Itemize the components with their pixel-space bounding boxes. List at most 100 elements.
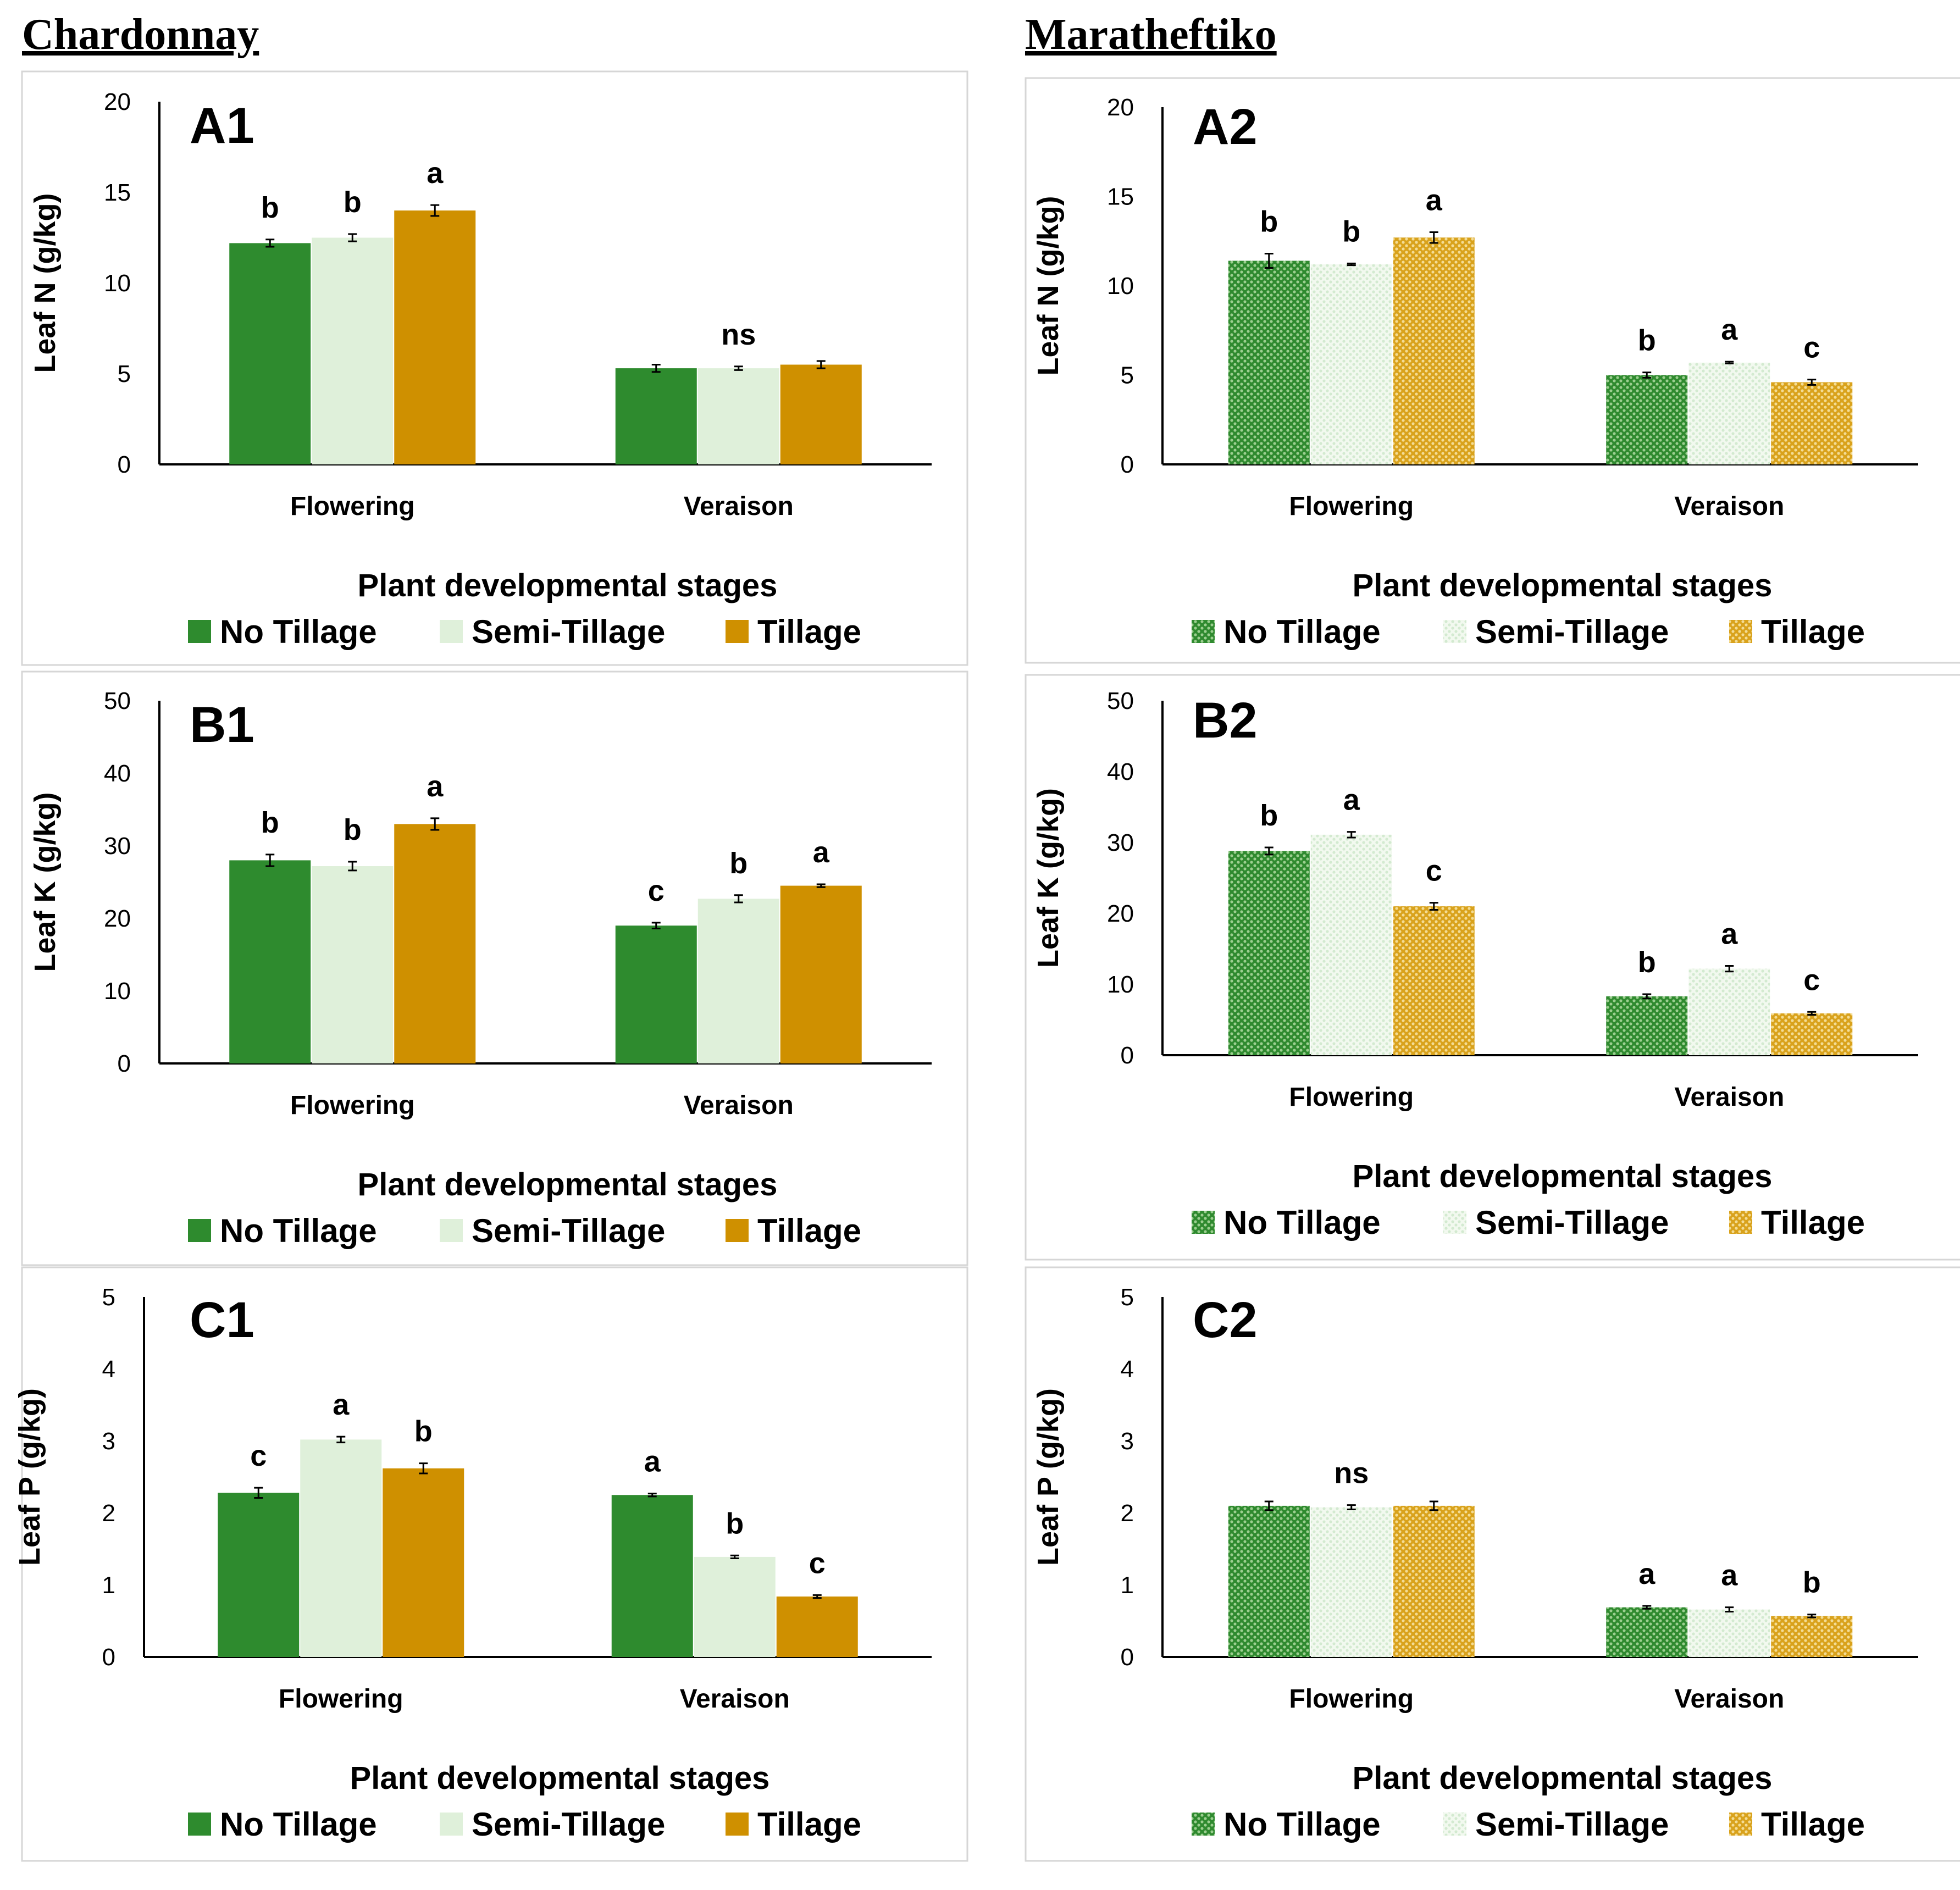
chart-b2-ytick-1: 10 <box>1107 971 1134 998</box>
chart-c1-frame <box>21 1266 968 1862</box>
chart-b2-legend-tillage: Tillage <box>1729 1204 1865 1241</box>
chart-c1-errorbar-no-tillage-flowering <box>254 1487 263 1499</box>
chart-b1-legend-label-semi-tillage: Semi-Tillage <box>472 1212 665 1249</box>
chart-c1-errorbar-tillage-veraison <box>812 1594 822 1599</box>
chart-c1-legend-swatch-no-tillage <box>188 1813 211 1836</box>
chart-b1-legend-label-no-tillage: No Tillage <box>220 1212 377 1249</box>
chart-a2-significance-tillage-veraison: c <box>1803 331 1820 364</box>
chart-c1-ylabel: Leaf P (g/kg) <box>13 1388 46 1566</box>
chart-c1-legend-label-semi-tillage: Semi-Tillage <box>472 1806 665 1843</box>
chart-b1-ytick-5: 50 <box>104 688 131 714</box>
chart-a1-ylabel: Leaf N (g/kg) <box>29 193 62 373</box>
chart-c2-legend-semi-tillage: Semi-Tillage <box>1443 1806 1669 1843</box>
chart-a2-ytick-1: 5 <box>1121 362 1134 389</box>
chart-b2-legend-label-semi-tillage: Semi-Tillage <box>1475 1204 1669 1241</box>
chart-b1-significance-semi-tillage-flowering: b <box>344 813 362 846</box>
chart-b2-ytick-4: 40 <box>1107 758 1134 785</box>
chart-b1-legend-label-tillage: Tillage <box>757 1212 861 1249</box>
chart-c1-category-flowering: Flowering <box>279 1684 403 1714</box>
chart-a2-frame <box>1025 77 1960 664</box>
chart-b1-bar-no-tillage-veraison <box>615 925 697 1063</box>
chart-a1-errorbar-tillage-flowering <box>430 204 440 217</box>
chart-b2-ytick-0: 0 <box>1121 1042 1134 1069</box>
chart-a1-significance-semi-tillage-flowering: b <box>344 186 362 219</box>
chart-a1-legend-tillage: Tillage <box>726 613 861 650</box>
chart-a2-legend-tillage: Tillage <box>1729 613 1865 650</box>
chart-b2-legend-label-no-tillage: No Tillage <box>1223 1204 1381 1241</box>
chart-b2-category-veraison: Veraison <box>1674 1083 1784 1112</box>
chart-b2-panel-label: B2 <box>1193 692 1258 749</box>
chart-c2-errorbar-semi-tillage-veraison <box>1725 1606 1734 1612</box>
chart-b2-significance-tillage-veraison: c <box>1803 963 1820 996</box>
chart-b2-bar-tillage-veraison <box>1771 1013 1853 1055</box>
chart-c2-errorbar-tillage-veraison <box>1807 1614 1817 1619</box>
chart-a1-errorbar-semi-tillage-flowering <box>348 233 357 242</box>
chart-b2-errorbar-semi-tillage-veraison <box>1725 965 1734 973</box>
chart-b1-bar-no-tillage-flowering <box>229 860 311 1063</box>
chart-a2-significance-no-tillage-flowering: b <box>1260 206 1278 239</box>
chart-b1-legend-swatch-tillage <box>726 1219 749 1242</box>
chart-b1-ytick-4: 40 <box>104 760 131 787</box>
chart-c1-significance-semi-tillage-flowering: a <box>333 1388 350 1421</box>
chart-b1-ytick-0: 0 <box>118 1050 131 1077</box>
chart-c1-significance-no-tillage-flowering: c <box>250 1439 267 1472</box>
chart-c2-bar-tillage-veraison <box>1771 1616 1853 1657</box>
chart-b1-significance-no-tillage-flowering: b <box>261 806 279 839</box>
chart-c1-errorbar-semi-tillage-flowering <box>336 1435 346 1444</box>
chart-c2-ylabel: Leaf P (g/kg) <box>1032 1388 1065 1566</box>
chart-b2-category-flowering: Flowering <box>1289 1083 1414 1112</box>
chart-a2-panel-label: A2 <box>1193 99 1258 155</box>
chart-a1-ytick-3: 15 <box>104 179 131 206</box>
chart-b2-legend-swatch-semi-tillage <box>1443 1211 1466 1234</box>
chart-c1-legend-semi-tillage: Semi-Tillage <box>440 1806 665 1843</box>
chart-a1-bar-no-tillage-veraison <box>615 368 697 464</box>
chart-a1-legend-label-no-tillage: No Tillage <box>220 613 377 650</box>
chart-c2-legend-label-tillage: Tillage <box>1761 1806 1865 1843</box>
chart-a2-errorbar-no-tillage-veraison <box>1642 372 1652 379</box>
chart-b2-legend-swatch-tillage <box>1729 1211 1752 1234</box>
chart-c2-ytick-4: 4 <box>1121 1356 1134 1383</box>
chart-a2-ytick-3: 15 <box>1107 184 1134 210</box>
chart-b1-errorbar-tillage-flowering <box>430 817 440 831</box>
chart-a2-legend-swatch-semi-tillage <box>1443 620 1466 643</box>
chart-a2-bar-tillage-flowering <box>1393 237 1475 464</box>
chart-c2-legend-swatch-semi-tillage <box>1443 1813 1466 1836</box>
chart-c2-errorbar-no-tillage-veraison <box>1642 1605 1652 1610</box>
chart-a2-legend-swatch-no-tillage <box>1192 620 1215 643</box>
chart-b1-bar-semi-tillage-veraison <box>697 899 779 1063</box>
chart-b1-significance-semi-tillage-veraison: b <box>729 847 748 880</box>
chart-c1-ytick-3: 3 <box>102 1428 115 1455</box>
chart-b1-errorbar-tillage-veraison <box>816 883 826 888</box>
chart-c1-legend-swatch-semi-tillage <box>440 1813 463 1836</box>
chart-b1-xlabel: Plant developmental stages <box>358 1167 778 1202</box>
chart-c2-frame <box>1025 1266 1960 1862</box>
chart-c2-legend-label-no-tillage: No Tillage <box>1223 1806 1381 1843</box>
chart-a2-ylabel: Leaf N (g/kg) <box>1032 196 1065 375</box>
chart-b1-category-flowering: Flowering <box>290 1091 415 1120</box>
chart-a2-legend-label-semi-tillage: Semi-Tillage <box>1475 613 1669 650</box>
chart-c1-legend-tillage: Tillage <box>726 1806 861 1843</box>
chart-b2-bar-tillage-flowering <box>1393 906 1475 1055</box>
chart-c1-legend-no-tillage: No Tillage <box>188 1806 377 1843</box>
chart-a2-ytick-4: 20 <box>1107 94 1134 121</box>
chart-b1-panel-label: B1 <box>190 697 254 753</box>
chart-a2-significance-tillage-flowering: a <box>1426 184 1443 217</box>
chart-c1-bar-no-tillage-veraison <box>611 1495 693 1657</box>
chart-b2-legend-no-tillage: No Tillage <box>1192 1204 1381 1241</box>
chart-b1-ytick-3: 30 <box>104 833 131 860</box>
chart-b1-legend-swatch-no-tillage <box>188 1219 211 1242</box>
chart-a2-errorbar-semi-tillage-veraison <box>1725 361 1734 364</box>
chart-b2-ytick-3: 30 <box>1107 829 1134 856</box>
chart-c2-errorbar-tillage-flowering <box>1429 1500 1438 1511</box>
maratheftiko-heading: Maratheftiko <box>1025 10 1277 59</box>
chart-a2-xlabel: Plant developmental stages <box>1353 568 1773 603</box>
chart-b1-legend-swatch-semi-tillage <box>440 1219 463 1242</box>
chart-c2-legend-swatch-no-tillage <box>1192 1813 1215 1836</box>
chart-b1-bar-tillage-flowering <box>394 824 476 1063</box>
chart-c2-panel-label: C2 <box>1193 1292 1258 1348</box>
chart-b2-errorbar-no-tillage-flowering <box>1264 846 1274 856</box>
chart-b2-errorbar-tillage-veraison <box>1807 1011 1817 1016</box>
chart-b1-category-veraison: Veraison <box>684 1091 794 1120</box>
chart-a1-legend-swatch-tillage <box>726 620 749 643</box>
chart-a1-legend-no-tillage: No Tillage <box>188 613 377 650</box>
